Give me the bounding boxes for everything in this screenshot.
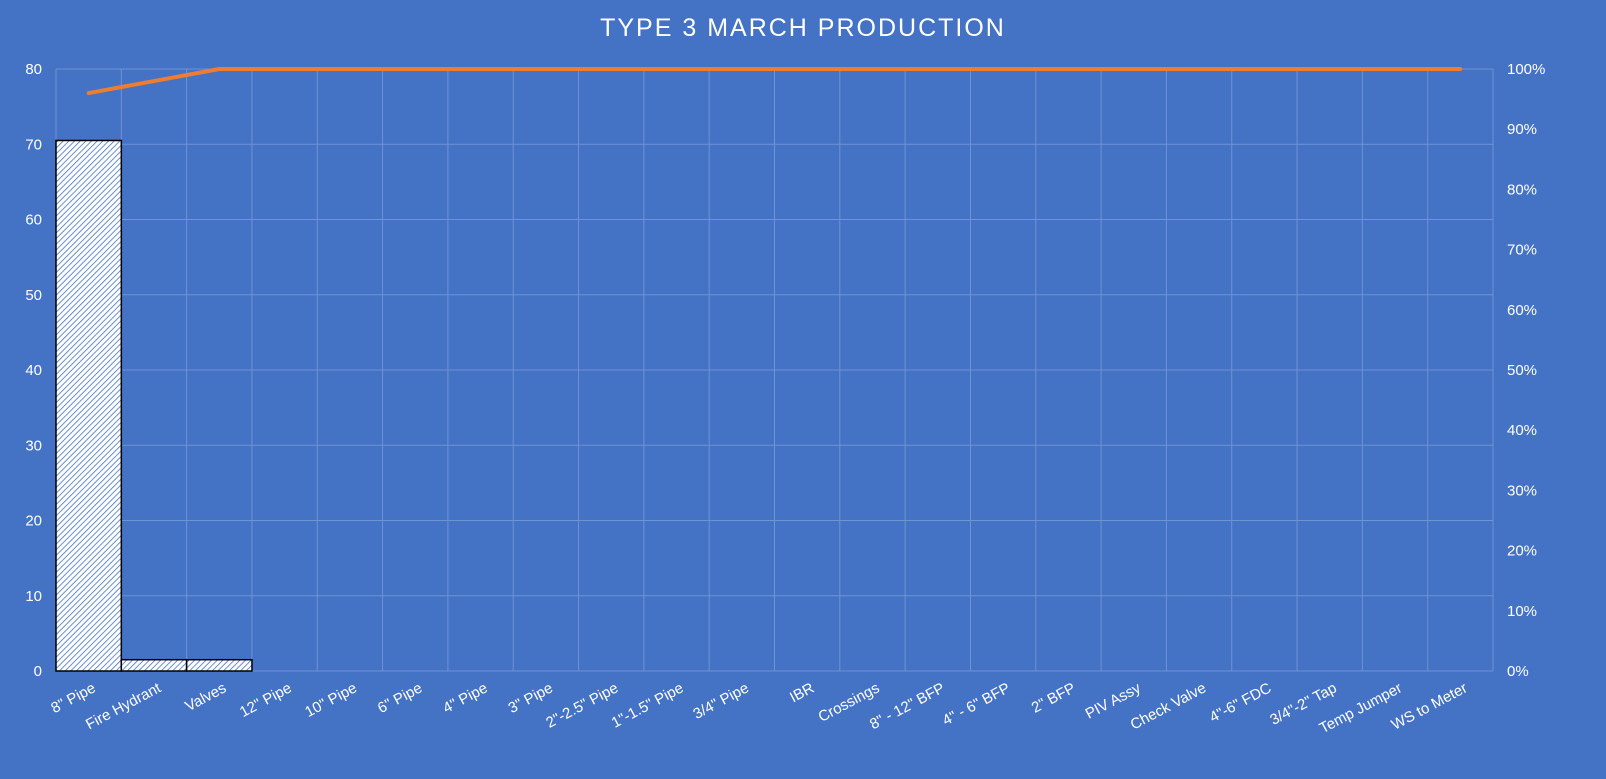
y2-tick-label: 0%: [1507, 663, 1529, 680]
category-label: 12" Pipe: [237, 680, 295, 721]
category-label: 10" Pipe: [302, 680, 360, 721]
axes: 0 10 20 30 40 50 60 70 80 0% 10% 20% 30% 40% 50% 60% 70%…: [25, 61, 1545, 737]
category-label: 8" - 12" BFP: [867, 680, 948, 734]
y2-tick-label: 70%: [1507, 242, 1537, 259]
y2-tick-label: 100%: [1507, 61, 1545, 78]
y2-tick-label: 80%: [1507, 181, 1537, 198]
chart-title: TYPE 3 MARCH PRODUCTION: [600, 14, 1006, 42]
category-label: 8" Pipe: [48, 680, 98, 717]
y-tick-label: 40: [25, 362, 42, 379]
bar-series: [55, 139, 253, 672]
y2-tick-label: 60%: [1507, 302, 1537, 319]
y2-tick-label: 50%: [1507, 362, 1537, 379]
category-label: 3/4" Pipe: [690, 680, 751, 723]
bar-0: [55, 139, 123, 672]
y2-tick-label: 10%: [1507, 603, 1537, 620]
y-tick-label: 10: [25, 588, 42, 605]
category-label: Fire Hydrant: [83, 679, 165, 733]
category-label: Valves: [182, 680, 229, 716]
category-label: 4" Pipe: [440, 680, 490, 717]
bar-2: [185, 658, 253, 672]
y-tick-label: 50: [25, 287, 42, 304]
cumulative-line: [86, 67, 1463, 96]
y-tick-label: 80: [25, 61, 42, 78]
y2-tick-label: 90%: [1507, 121, 1537, 138]
category-label: 2" BFP: [1029, 680, 1078, 717]
category-label: 2"-2.5" Pipe: [543, 680, 621, 732]
bar-1: [120, 658, 188, 672]
gridlines: [55, 68, 1494, 672]
category-label: 4"-6" FDC: [1207, 679, 1275, 726]
category-label: 3" Pipe: [506, 680, 556, 717]
y-tick-label: 0: [34, 663, 42, 680]
y2-tick-label: 30%: [1507, 482, 1537, 499]
y-tick-label: 30: [25, 437, 42, 454]
y2-tick-label: 20%: [1507, 543, 1537, 560]
y-tick-label: 70: [25, 136, 42, 153]
y2-tick-label: 40%: [1507, 422, 1537, 439]
y-tick-label: 20: [25, 513, 42, 530]
category-label: 4" - 6" BFP: [940, 680, 1013, 730]
y-tick-label: 60: [25, 212, 42, 229]
category-label: 1"-1.5" Pipe: [609, 680, 687, 732]
category-label: IBR: [787, 679, 817, 706]
cumulative-line-series: [86, 67, 1463, 96]
category-label: 6" Pipe: [375, 680, 425, 717]
